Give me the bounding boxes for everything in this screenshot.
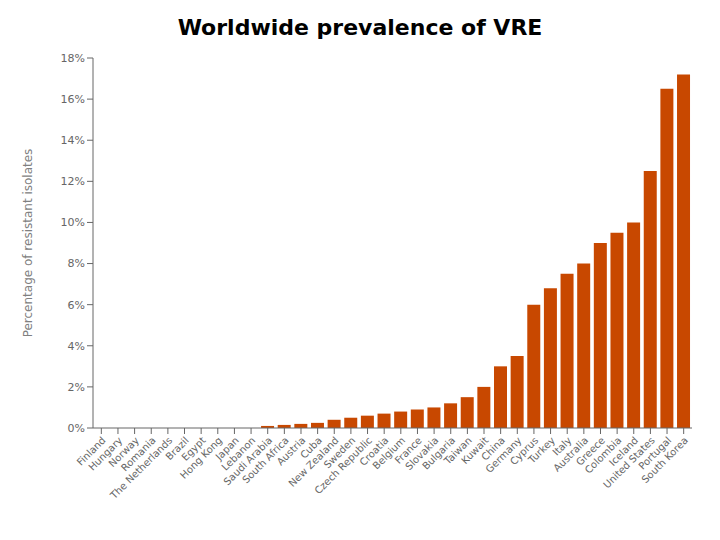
svg-text:Cyprus: Cyprus — [507, 434, 541, 468]
svg-text:14%: 14% — [61, 134, 85, 147]
svg-text:Colombia: Colombia — [582, 434, 624, 476]
svg-text:Greece: Greece — [574, 434, 607, 468]
svg-text:Slovakia: Slovakia — [403, 434, 441, 473]
svg-text:Brazil: Brazil — [163, 434, 191, 463]
svg-text:6%: 6% — [68, 299, 85, 312]
svg-text:0%: 0% — [68, 422, 85, 435]
svg-text:Czech Republic: Czech Republic — [312, 434, 374, 497]
svg-text:Kuwait: Kuwait — [459, 434, 491, 467]
svg-text:Portugal: Portugal — [636, 434, 674, 472]
svg-text:New Zealand: New Zealand — [286, 434, 341, 489]
svg-text:8%: 8% — [68, 257, 85, 270]
svg-text:10%: 10% — [61, 216, 85, 229]
svg-text:Romania: Romania — [119, 434, 158, 474]
svg-text:South Korea: South Korea — [639, 435, 690, 486]
svg-text:Lebanon: Lebanon — [219, 434, 258, 473]
svg-text:Saudi Arabia: Saudi Arabia — [221, 434, 275, 488]
svg-text:Italy: Italy — [550, 434, 574, 458]
svg-text:Hungary: Hungary — [86, 434, 125, 473]
svg-text:Germany: Germany — [483, 434, 524, 475]
svg-text:China: China — [479, 434, 508, 463]
svg-text:Taiwan: Taiwan — [442, 434, 474, 467]
svg-text:Japan: Japan — [213, 434, 241, 463]
svg-text:Belgium: Belgium — [370, 434, 408, 472]
svg-text:2%: 2% — [68, 381, 85, 394]
svg-text:Iceland: Iceland — [606, 434, 641, 468]
svg-text:Bulgaria: Bulgaria — [420, 434, 458, 472]
svg-text:South Africa: South Africa — [240, 434, 291, 486]
svg-text:12%: 12% — [61, 175, 85, 188]
svg-text:Norway: Norway — [106, 434, 141, 470]
svg-text:Finland: Finland — [74, 434, 108, 468]
svg-text:Hong Kong: Hong Kong — [178, 434, 225, 481]
svg-text:Percentage of resistant isolat: Percentage of resistant isolates — [21, 149, 35, 338]
svg-text:United States: United States — [601, 434, 657, 491]
svg-text:Croatia: Croatia — [357, 434, 391, 468]
svg-text:Australia: Australia — [551, 434, 591, 474]
svg-text:16%: 16% — [61, 93, 85, 106]
svg-text:18%: 18% — [61, 52, 85, 65]
svg-text:4%: 4% — [68, 340, 85, 353]
svg-text:Sweden: Sweden — [321, 434, 358, 471]
svg-text:Austria: Austria — [274, 434, 308, 468]
svg-text:Cuba: Cuba — [298, 434, 325, 461]
html-text:Worldwide prevalence of VRE: Worldwide prevalence of VRE — [177, 15, 543, 40]
svg-text:The Netherlands: The Netherlands — [107, 435, 174, 502]
svg-text:Turkey: Turkey — [526, 434, 557, 466]
svg-text:France: France — [392, 434, 424, 466]
svg-text:Egypt: Egypt — [179, 434, 208, 463]
